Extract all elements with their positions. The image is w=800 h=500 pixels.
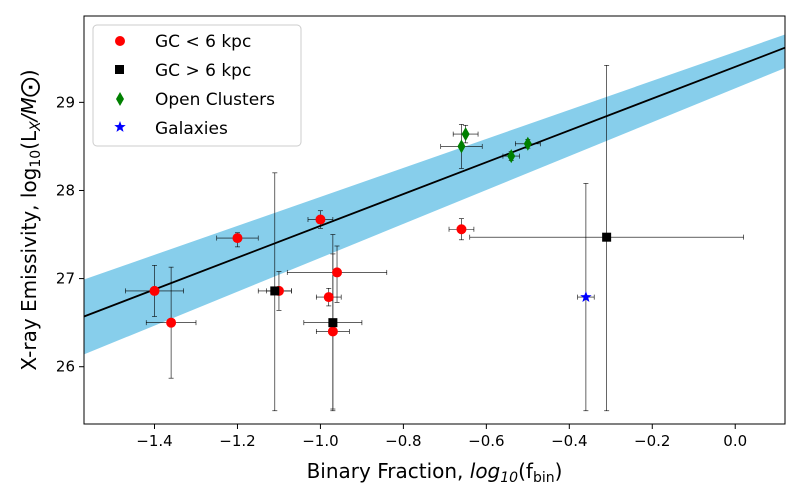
data-point [332,267,343,278]
data-point [507,149,516,164]
data-point [327,326,338,337]
x-tick-label: −0.6 [468,432,504,450]
x-tick-label: −1.4 [136,432,172,450]
data-point [457,139,466,154]
legend-item-galaxies: Galaxies [114,119,228,139]
data-point [232,233,243,244]
data-point [149,285,160,296]
data-point [328,318,338,328]
series-markers-1 [270,232,612,328]
data-point [323,292,334,303]
legend-item-gc-outer: GC > 6 kpc [115,61,251,81]
x-tick-label: −0.8 [385,432,421,450]
y-tick-label: 27 [56,270,75,288]
legend-box [92,24,302,147]
data-point [315,214,326,225]
fit-line [84,46,785,318]
x-tick-label: −0.4 [551,432,587,450]
square-marker-icon [115,65,124,74]
star-marker-icon [114,121,126,132]
x-axis-label: Binary Fraction, log10(fbin) [307,459,563,486]
y-tick-label: 29 [56,93,75,111]
data-point [523,136,532,151]
y-tick-label: 26 [56,358,75,376]
y-axis-label: X-ray Emissivity, log10(LX/M⨀) [17,69,44,370]
plot-area [84,34,785,412]
legend-item-open-clusters: Open Clusters [116,90,275,110]
x-tick-label: −1.2 [219,432,255,450]
legend: GC < 6 kpc GC > 6 kpc Open Clusters Gala… [92,24,302,147]
data-point [602,232,612,242]
legend-label-galaxies: Galaxies [155,119,228,139]
axis-ticks: −1.4 −1.2 −1.0 −0.8 −0.6 −0.4 −0.2 0.0 26 27 28 29 [56,93,747,450]
series-markers-3 [580,291,592,302]
x-tick-label: −0.2 [634,432,670,450]
legend-item-gc-inner: GC < 6 kpc [115,32,251,52]
legend-label-open-clusters: Open Clusters [155,90,275,110]
series-markers-2 [457,127,532,164]
x-tick-label: 0.0 [723,432,747,450]
data-point [580,291,592,302]
data-point [270,286,280,296]
data-point [456,224,467,235]
diamond-marker-icon [116,92,124,106]
legend-label-gc-outer: GC > 6 kpc [155,61,251,81]
legend-label-gc-inner: GC < 6 kpc [155,32,251,52]
circle-marker-icon [115,36,125,46]
data-point [461,127,470,142]
x-tick-label: −1.0 [302,432,338,450]
axes-frame [83,15,786,425]
data-point [166,317,177,328]
y-tick-label: 28 [56,181,75,199]
